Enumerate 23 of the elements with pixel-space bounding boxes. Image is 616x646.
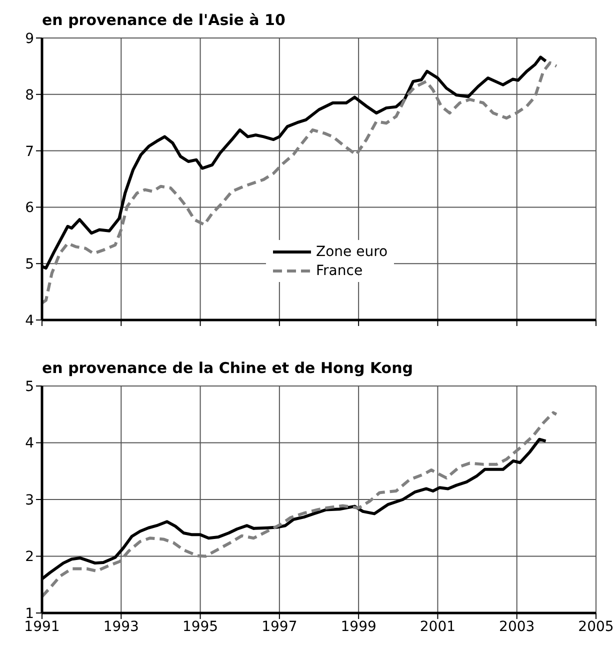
x-tick-label: 1997: [262, 618, 298, 635]
y-tick-label: 9: [25, 30, 34, 47]
y-tick-label: 8: [25, 87, 34, 104]
line-series: [42, 61, 558, 305]
legend-label: Zone euro: [316, 244, 388, 260]
y-tick-label: 4: [25, 436, 34, 452]
x-tick-label: 1999: [340, 618, 376, 635]
legend-label: France: [316, 262, 363, 278]
x-tick-label: 1993: [103, 618, 139, 635]
chart-title: en provenance de la Chine et de Hong Kong: [41, 358, 414, 379]
y-tick-label: 5: [25, 378, 34, 395]
y-tick-label: 2: [25, 549, 34, 566]
x-tick-label: 2005: [578, 618, 614, 635]
y-tick-label: 6: [25, 200, 34, 216]
y-tick-label: 4: [25, 312, 34, 329]
y-tick-label: 3: [25, 492, 34, 508]
line-series: [42, 411, 558, 598]
x-tick-label: 2001: [420, 618, 456, 635]
y-tick-label: 5: [25, 256, 34, 273]
chart-title: en provenance de l'Asie à 10: [41, 10, 286, 31]
x-tick-label: 2003: [499, 618, 535, 635]
x-tick-label: 1995: [182, 618, 218, 635]
y-tick-label: 7: [25, 144, 34, 160]
